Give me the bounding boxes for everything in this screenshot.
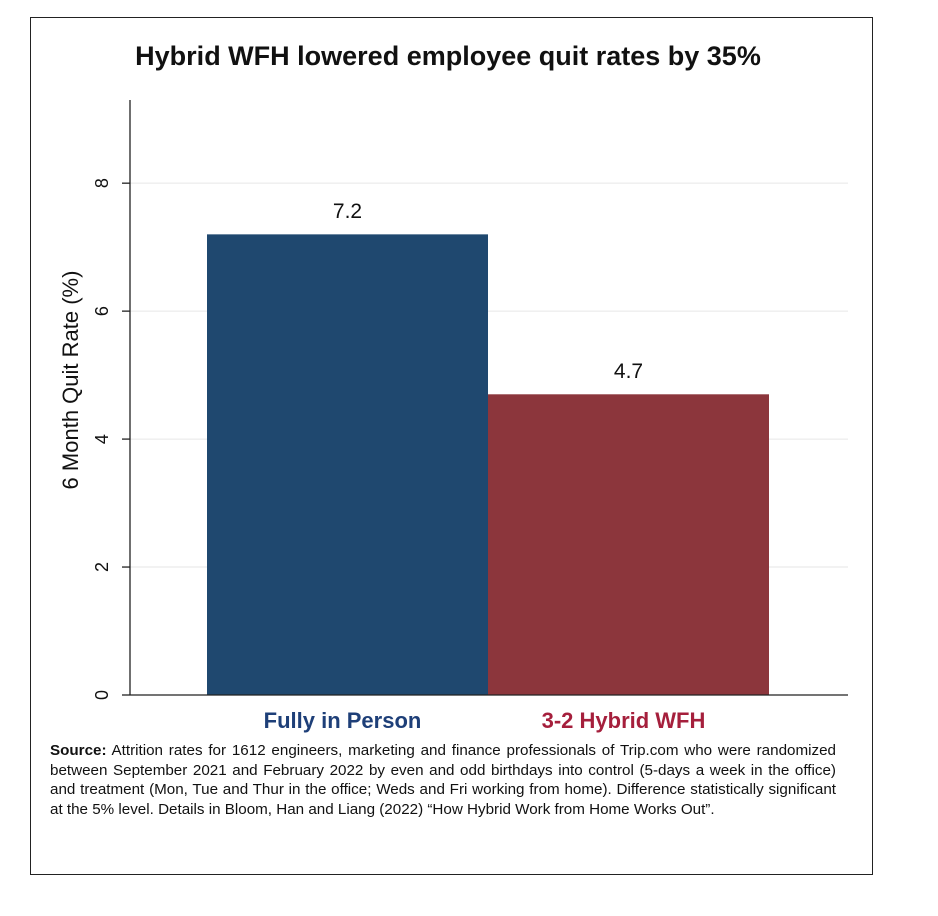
source-label: Source: xyxy=(50,742,107,759)
x-tick-label: 3-2 Hybrid WFH xyxy=(542,708,706,733)
y-tick-label: 6 xyxy=(92,306,112,316)
x-tick-label: Fully in Person xyxy=(264,708,422,733)
frame xyxy=(30,17,873,875)
y-tick-label: 4 xyxy=(92,434,112,444)
value-label: 7.2 xyxy=(333,200,362,223)
source-text: Attrition rates for 1612 engineers, mark… xyxy=(50,742,836,818)
y-axis-title: 6 Month Quit Rate (%) xyxy=(58,271,83,490)
y-tick-label: 2 xyxy=(92,562,112,572)
bar xyxy=(488,394,769,695)
value-label: 4.7 xyxy=(614,360,643,383)
chart-title: Hybrid WFH lowered employee quit rates b… xyxy=(135,41,761,71)
y-tick-label: 8 xyxy=(92,178,112,188)
bar xyxy=(207,234,488,695)
source-note: Source: Attrition rates for 1612 enginee… xyxy=(50,741,836,819)
y-tick-label: 0 xyxy=(92,690,112,700)
